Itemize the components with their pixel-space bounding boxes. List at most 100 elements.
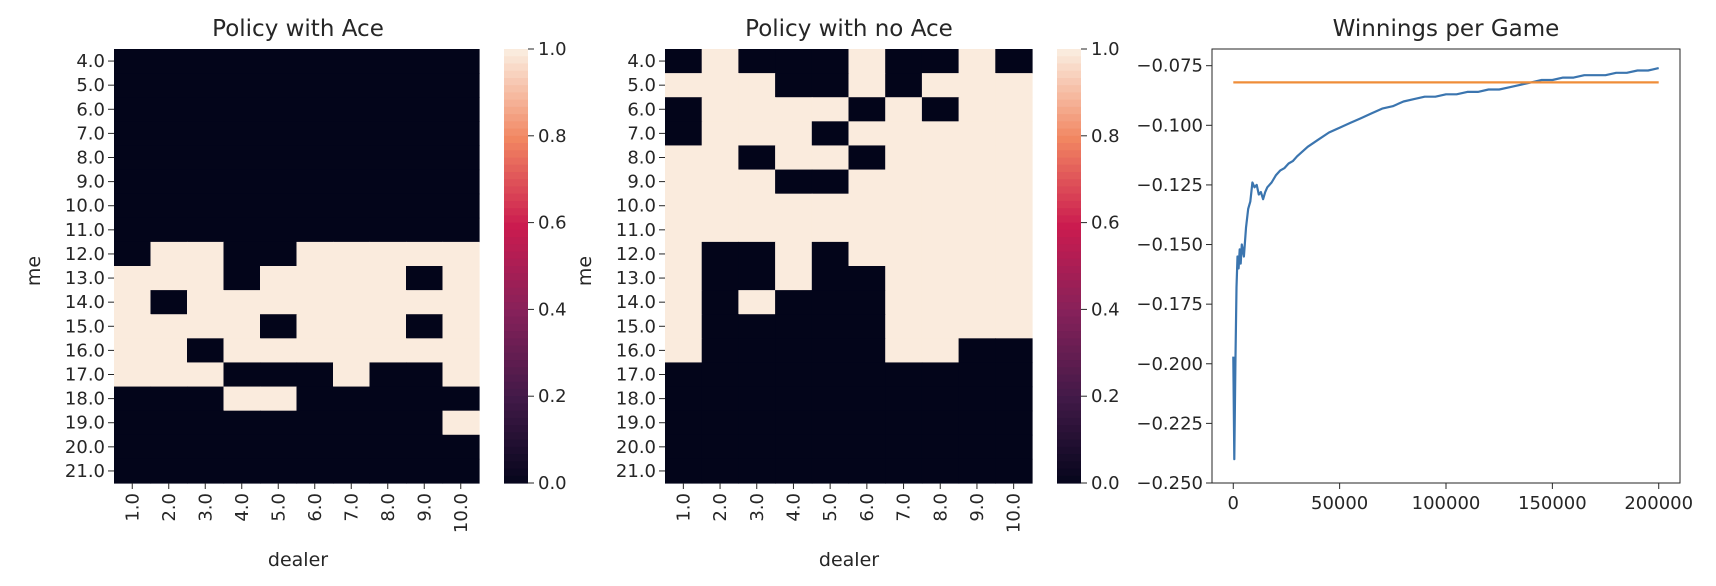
heatmap-cell (333, 410, 371, 436)
x-tick-label: 4.0 (232, 493, 253, 522)
x-tick-label: 5.0 (820, 493, 841, 522)
colorbar-segment (504, 425, 528, 433)
x-tick-label: 0 (1228, 493, 1239, 514)
heatmap-cell (958, 145, 996, 171)
heatmap-cell (995, 145, 1033, 171)
heatmap-cell (150, 458, 188, 484)
y-tick-label: 21.0 (65, 461, 105, 482)
heatmap-cell (738, 458, 776, 484)
colorbar-segment (1057, 323, 1081, 332)
heatmap-cell (738, 49, 776, 74)
heatmap-cell (958, 169, 996, 195)
y-tick-label: −0.200 (1136, 354, 1203, 375)
colorbar-segment (504, 323, 528, 332)
heatmap-cell (775, 145, 813, 171)
heatmap-cell (114, 434, 152, 460)
colorbar-segment (504, 417, 528, 426)
heatmap-cell (187, 121, 225, 147)
heatmap-cell (369, 193, 407, 219)
x-tick-label: 6.0 (857, 493, 878, 522)
heatmap-cell (114, 290, 152, 315)
heatmap-cell (406, 434, 444, 460)
heatmap-cell (775, 290, 813, 315)
heatmap-noace-xlabel: dealer (819, 549, 879, 571)
y-tick-label: 13.0 (616, 268, 656, 289)
heatmap-cell (665, 121, 703, 147)
heatmap-cell (223, 169, 261, 195)
colorbar-segment (1057, 403, 1081, 412)
winnings-axes: 0 50000 100000 150000 200000 −0.250 −0.225 −0.2… (1136, 48, 1693, 514)
colorbar-segment (1057, 309, 1081, 318)
heatmap-cell (223, 49, 261, 74)
winnings-series-line (1232, 67, 1659, 461)
heatmap-cell (958, 338, 996, 364)
colorbar-segment (504, 439, 528, 448)
colorbar-segment (1057, 287, 1081, 296)
heatmap-cell (848, 73, 886, 98)
colorbar-segment (504, 302, 528, 310)
colorbar-segment (504, 316, 528, 325)
heatmap-cell (811, 362, 850, 388)
y-tick-label: −0.100 (1136, 115, 1203, 136)
heatmap-cell (995, 121, 1033, 147)
colorbar-segment (1057, 128, 1081, 137)
colorbar-segment (1057, 425, 1081, 433)
heatmap-cell (701, 217, 739, 243)
heatmap-cell (406, 49, 444, 74)
heatmap-cell (333, 241, 371, 267)
heatmap-cell (701, 386, 739, 412)
heatmap-cell (260, 97, 298, 122)
colorbar-segment (504, 143, 528, 151)
heatmap-cell (406, 73, 444, 98)
colorbar-segment (1057, 258, 1081, 267)
colorbar-segment (504, 461, 528, 470)
heatmap-cell (701, 241, 739, 267)
heatmap-cell (369, 145, 407, 171)
heatmap-cell (187, 410, 225, 436)
colorbar-segment (1057, 222, 1081, 231)
heatmap-cell (150, 338, 188, 364)
heatmap-cell (665, 386, 703, 412)
heatmap-cell (442, 458, 480, 484)
colorbar-segment (1057, 171, 1081, 180)
heatmap-cell (114, 193, 152, 219)
heatmap-cell (442, 193, 480, 219)
heatmap-cell (187, 362, 225, 388)
heatmap-cell (885, 458, 923, 484)
y-tick-label: 5.0 (627, 75, 656, 96)
y-tick-label: 7.0 (627, 123, 656, 144)
heatmap-cell (775, 386, 813, 412)
heatmap-cell (995, 314, 1033, 339)
heatmap-cell (775, 73, 813, 98)
heatmap-cell (150, 314, 188, 339)
heatmap-cell (406, 314, 444, 339)
colorbar-segment (1057, 352, 1081, 361)
colorbar-segment (1057, 179, 1081, 188)
heatmap-cell (811, 217, 850, 243)
heatmap-noace-panel: Policy with no Ace 4.0 5.0 6.0 7.0 8.0 9.0 10.… (574, 16, 1120, 571)
heatmap-cell (701, 314, 739, 339)
heatmap-cell (187, 217, 225, 243)
colorbar-segment (504, 367, 528, 376)
heatmap-cell (406, 410, 444, 436)
y-tick-label: −0.150 (1136, 235, 1203, 256)
heatmap-noace-x-ticks: 1.0 2.0 3.0 4.0 5.0 6.0 7.0 8.0 9.0 10.0 (673, 483, 1025, 533)
colorbar-segment (1057, 244, 1081, 253)
heatmap-cell (260, 73, 298, 98)
colorbar-segment (1057, 193, 1081, 202)
heatmap-cell (775, 266, 813, 291)
heatmap-cell (369, 49, 407, 74)
heatmap-cell (187, 193, 225, 219)
heatmap-cell (701, 73, 739, 98)
colorbar-segment (1057, 143, 1081, 151)
heatmap-cell (995, 410, 1033, 436)
heatmap-cell (260, 49, 298, 74)
heatmap-cell (442, 434, 480, 460)
colorbar-segment (504, 164, 528, 173)
heatmap-cell (114, 266, 152, 291)
heatmap-cell (775, 338, 813, 364)
x-tick-label: 8.0 (378, 493, 399, 522)
heatmap-cell (260, 145, 298, 171)
colorbar-segment (1057, 77, 1081, 86)
colorbar-segment (1057, 251, 1081, 260)
